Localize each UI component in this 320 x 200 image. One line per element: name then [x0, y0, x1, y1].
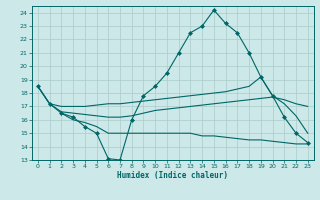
X-axis label: Humidex (Indice chaleur): Humidex (Indice chaleur) — [117, 171, 228, 180]
